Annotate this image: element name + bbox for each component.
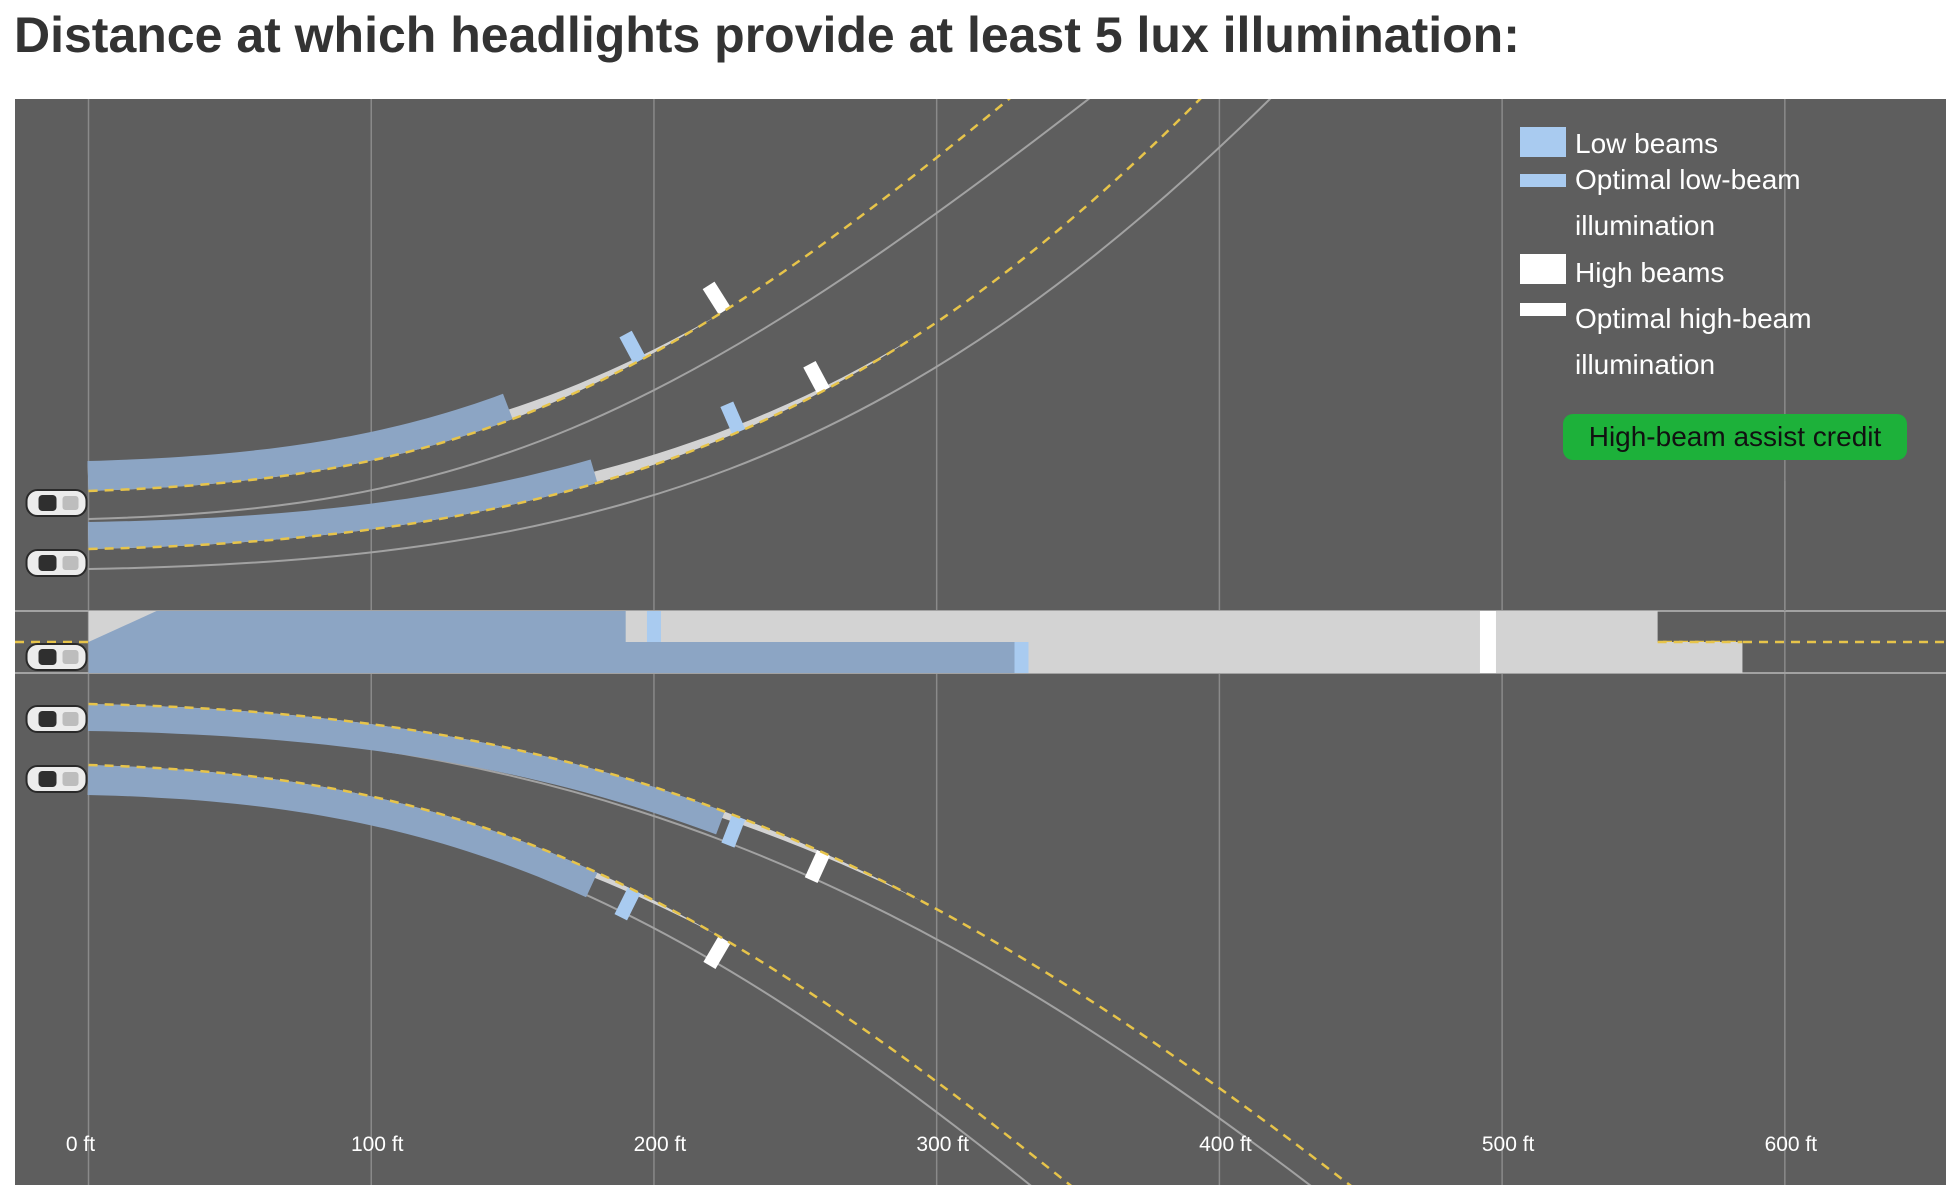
optimal-high-mark-sharp-right [703, 935, 731, 969]
optimal-low-mark-sharp-right [614, 887, 641, 921]
low-beam-gradual-right [88, 704, 725, 835]
low-beam-gradual-left [88, 459, 598, 549]
car-windshield [38, 649, 57, 665]
low-beam-sharp-left [87, 393, 513, 491]
headlight-diagram: 0 ft 100 ft 200 ft 300 ft 400 ft 500 ft 600 ft… [15, 99, 1946, 1185]
centerline-sharp-right [88, 763, 1073, 1185]
centerline-gradual-right [88, 702, 1352, 1185]
legend-swatch-optimal_low [1520, 174, 1566, 187]
x-tick-label: 0 ft [66, 1133, 95, 1156]
optimal-low-mark-gradual-right [721, 814, 746, 848]
high-beam-assist-badge [1563, 414, 1907, 460]
car-windshield [38, 495, 57, 511]
legend-swatch-low [1520, 127, 1566, 157]
x-tick-label: 400 ft [1199, 1133, 1252, 1156]
car-windshield [38, 771, 57, 787]
legend-swatch-optimal_high [1520, 303, 1566, 316]
car-hood [62, 712, 79, 726]
car-hood [62, 556, 79, 570]
road-edge-sharp-left [88, 99, 1091, 520]
legend-label-optimal-high: illumination [1575, 349, 1715, 380]
legend-label-optimal-low: illumination [1575, 210, 1715, 241]
road-edge-gradual-left [88, 99, 1272, 570]
optimal-low-mark-straight-left [646, 611, 661, 642]
optimal-high-mark-sharp-left [702, 281, 731, 315]
legend-swatch-high [1520, 254, 1566, 284]
x-tick-label: 500 ft [1482, 1133, 1535, 1156]
car-icon [25, 765, 88, 793]
optimal-high-mark-straight [1479, 611, 1496, 673]
x-tick-label: 300 ft [916, 1133, 969, 1156]
low-beam-sharp-right [87, 765, 598, 898]
legend-label-low: Low beams [1575, 128, 1718, 159]
optimal-low-mark-gradual-left [720, 401, 746, 435]
car-windshield [38, 711, 57, 727]
legend-label-optimal-low: Optimal low-beam [1575, 164, 1801, 195]
chart-title: Distance at which headlights provide at … [14, 7, 1520, 63]
car-icon [25, 549, 88, 577]
legend-label-high: High beams [1575, 257, 1724, 288]
car-windshield [38, 555, 57, 571]
optimal-low-mark-straight-right [1014, 642, 1029, 673]
car-hood [62, 772, 79, 786]
car-icon [25, 705, 88, 733]
x-tick-label: 100 ft [351, 1133, 404, 1156]
optimal-high-mark-gradual-left [803, 360, 830, 395]
centerline-gradual-left [88, 99, 1202, 551]
optimal-low-mark-sharp-left [619, 330, 646, 364]
low-beam-straight-left-lane [88, 611, 626, 642]
car-icon [25, 643, 88, 671]
high-beam-assist-label: High-beam assist credit [1589, 421, 1882, 452]
car-hood [62, 496, 79, 510]
plot-area: 0 ft 100 ft 200 ft 300 ft 400 ft 500 ft 600 ft… [15, 99, 1946, 1185]
legend-label-optimal-high: Optimal high-beam [1575, 303, 1812, 334]
optimal-high-mark-gradual-right [804, 849, 830, 884]
car-icon [25, 489, 88, 517]
centerline-sharp-left [88, 99, 1011, 493]
x-tick-label: 600 ft [1765, 1133, 1818, 1156]
x-tick-label: 200 ft [634, 1133, 687, 1156]
car-hood [62, 650, 79, 664]
low-beam-straight-right-lane [88, 642, 1022, 673]
